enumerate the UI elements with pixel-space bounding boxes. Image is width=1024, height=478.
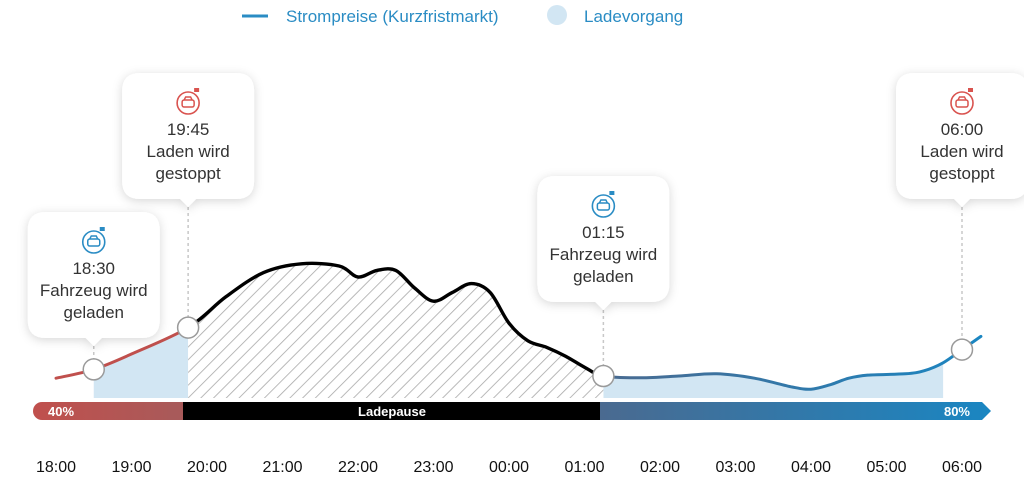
charging-area xyxy=(603,362,944,398)
event-text-line1: Fahrzeug wird xyxy=(550,245,658,264)
event-cards: 18:30 Fahrzeug wird geladen 19:45 Laden wird… xyxy=(27,73,1024,388)
event-text-line2: geladen xyxy=(573,267,634,286)
event-text-line1: Laden wird xyxy=(920,142,1003,161)
x-tick-label: 23:00 xyxy=(413,459,453,476)
soc-start-label: 40% xyxy=(48,404,74,419)
soc-end-label: 80% xyxy=(944,404,970,419)
soc-bar-start-segment xyxy=(33,402,184,420)
event-marker xyxy=(82,358,105,381)
event-card: 01:15 Fahrzeug wird geladen xyxy=(537,176,670,388)
legend: Strompreise (Kurzfristmarkt) Ladevorgang xyxy=(242,5,683,26)
x-tick-label: 05:00 xyxy=(866,459,906,476)
legend-price-label: Strompreise (Kurzfristmarkt) xyxy=(286,7,499,26)
price-line-after-pause xyxy=(603,334,983,391)
soc-bar: 40% Ladepause 80% xyxy=(33,402,991,420)
legend-charging-swatch xyxy=(547,5,567,25)
event-card: 18:30 Fahrzeug wird geladen xyxy=(27,212,160,381)
car-charging-icon xyxy=(81,227,106,254)
event-bubble xyxy=(896,73,1024,207)
event-marker xyxy=(592,364,615,388)
x-tick-label: 06:00 xyxy=(942,459,982,476)
x-tick-label: 18:00 xyxy=(36,459,76,476)
charging-stopped-icon xyxy=(176,88,200,115)
event-text-line2: gestoppt xyxy=(929,164,994,183)
event-bubble xyxy=(122,73,255,207)
event-card: 19:45 Laden wird gestoppt xyxy=(122,73,255,339)
event-marker xyxy=(950,338,974,361)
event-marker xyxy=(176,316,200,339)
x-tick-label: 00:00 xyxy=(489,459,529,476)
soc-bar-start-joint xyxy=(170,402,184,420)
charging-area xyxy=(93,327,189,398)
x-tick-label: 02:00 xyxy=(640,459,680,476)
soc-bar-end-segment xyxy=(600,402,991,420)
x-tick-label: 19:00 xyxy=(111,459,151,476)
soc-pause-label: Ladepause xyxy=(358,404,426,419)
plot-area xyxy=(54,261,983,398)
car-charging-icon xyxy=(591,191,616,218)
charging-pause-area xyxy=(188,263,604,398)
event-bubble xyxy=(537,176,670,310)
legend-charging-label: Ladevorgang xyxy=(584,7,683,26)
event-bubble xyxy=(27,212,160,346)
x-tick-label: 21:00 xyxy=(262,459,302,476)
event-card: 06:00 Laden wird gestoppt xyxy=(896,73,1024,361)
x-tick-label: 01:00 xyxy=(564,459,604,476)
event-text-line2: geladen xyxy=(63,303,124,322)
event-text-line1: Fahrzeug wird xyxy=(40,281,148,300)
event-time: 06:00 xyxy=(941,120,984,139)
x-tick-label: 20:00 xyxy=(187,459,227,476)
event-time: 18:30 xyxy=(72,259,115,278)
event-time: 19:45 xyxy=(167,120,210,139)
x-axis: 18:00 19:00 20:00 21:00 22:00 23:00 00:00 01:00… xyxy=(36,459,982,476)
charging-stopped-icon xyxy=(950,88,974,115)
event-text-line2: gestoppt xyxy=(156,164,221,183)
event-text-line1: Laden wird xyxy=(147,142,230,161)
x-tick-label: 22:00 xyxy=(338,459,378,476)
price-line-during-pause xyxy=(188,261,604,378)
event-time: 01:15 xyxy=(582,223,625,242)
x-tick-label: 03:00 xyxy=(715,459,755,476)
soc-bar-pause-segment xyxy=(183,402,601,420)
x-tick-label: 04:00 xyxy=(791,459,831,476)
